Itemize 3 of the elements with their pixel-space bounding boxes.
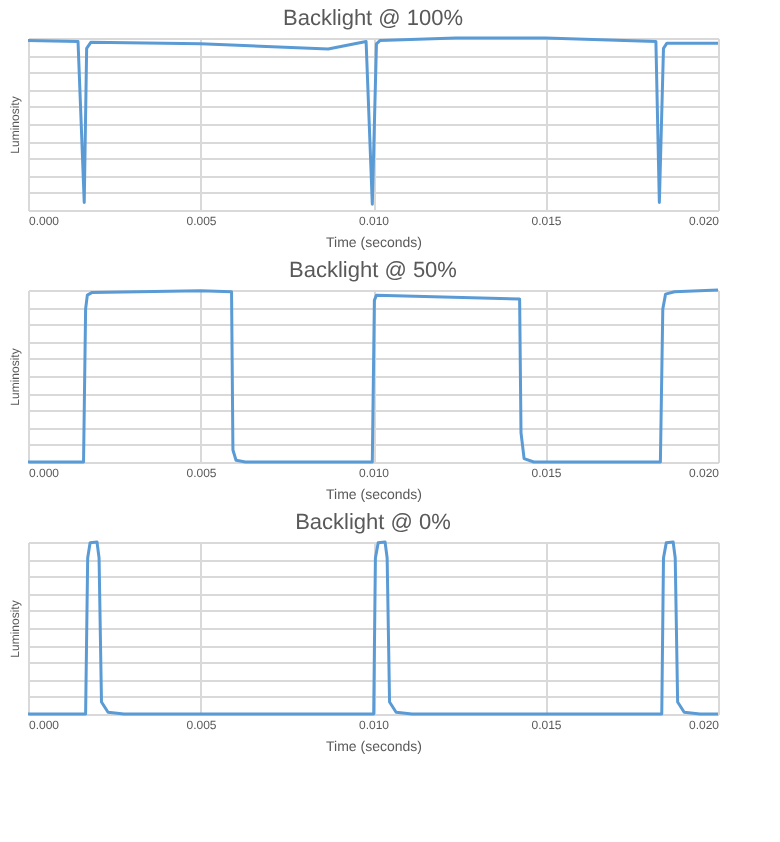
chart-title: Backlight @ 50% [289, 258, 458, 283]
chart-title: Backlight @ 0% [295, 510, 452, 535]
chart-title: Backlight @ 100% [282, 6, 464, 31]
